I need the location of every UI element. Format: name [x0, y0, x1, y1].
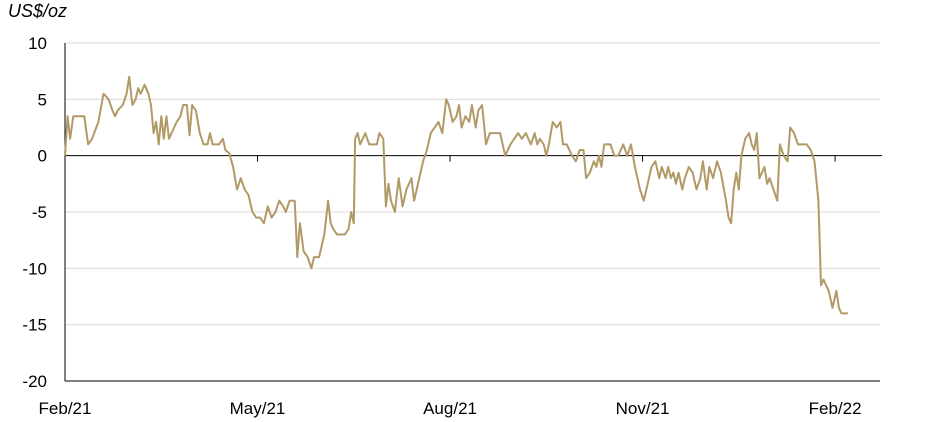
y-axis-unit-label: US$/oz	[8, 1, 68, 21]
y-tick-label: -15	[22, 316, 47, 335]
axes	[64, 43, 882, 382]
x-tick-label: May/21	[230, 399, 286, 418]
grid	[65, 42, 880, 326]
x-tick-label: Feb/22	[809, 399, 862, 418]
series	[64, 75, 848, 315]
y-tick-label: 0	[38, 147, 47, 166]
x-tick-label: Feb/21	[39, 399, 92, 418]
y-tick-label: -10	[22, 259, 47, 278]
x-tick-label: Aug/21	[423, 399, 477, 418]
y-tick-label: -20	[22, 372, 47, 391]
x-tick-label: Nov/21	[616, 399, 670, 418]
y-tick-label: 10	[28, 34, 47, 53]
y-tick-label: 5	[38, 90, 47, 109]
y-tick-label: -5	[32, 203, 47, 222]
series-line	[64, 75, 848, 315]
tick-labels: 10 5 0 -5 -10 -15 -20 Feb/21 May/21 Aug/21 Nov/21 F…	[22, 34, 861, 418]
